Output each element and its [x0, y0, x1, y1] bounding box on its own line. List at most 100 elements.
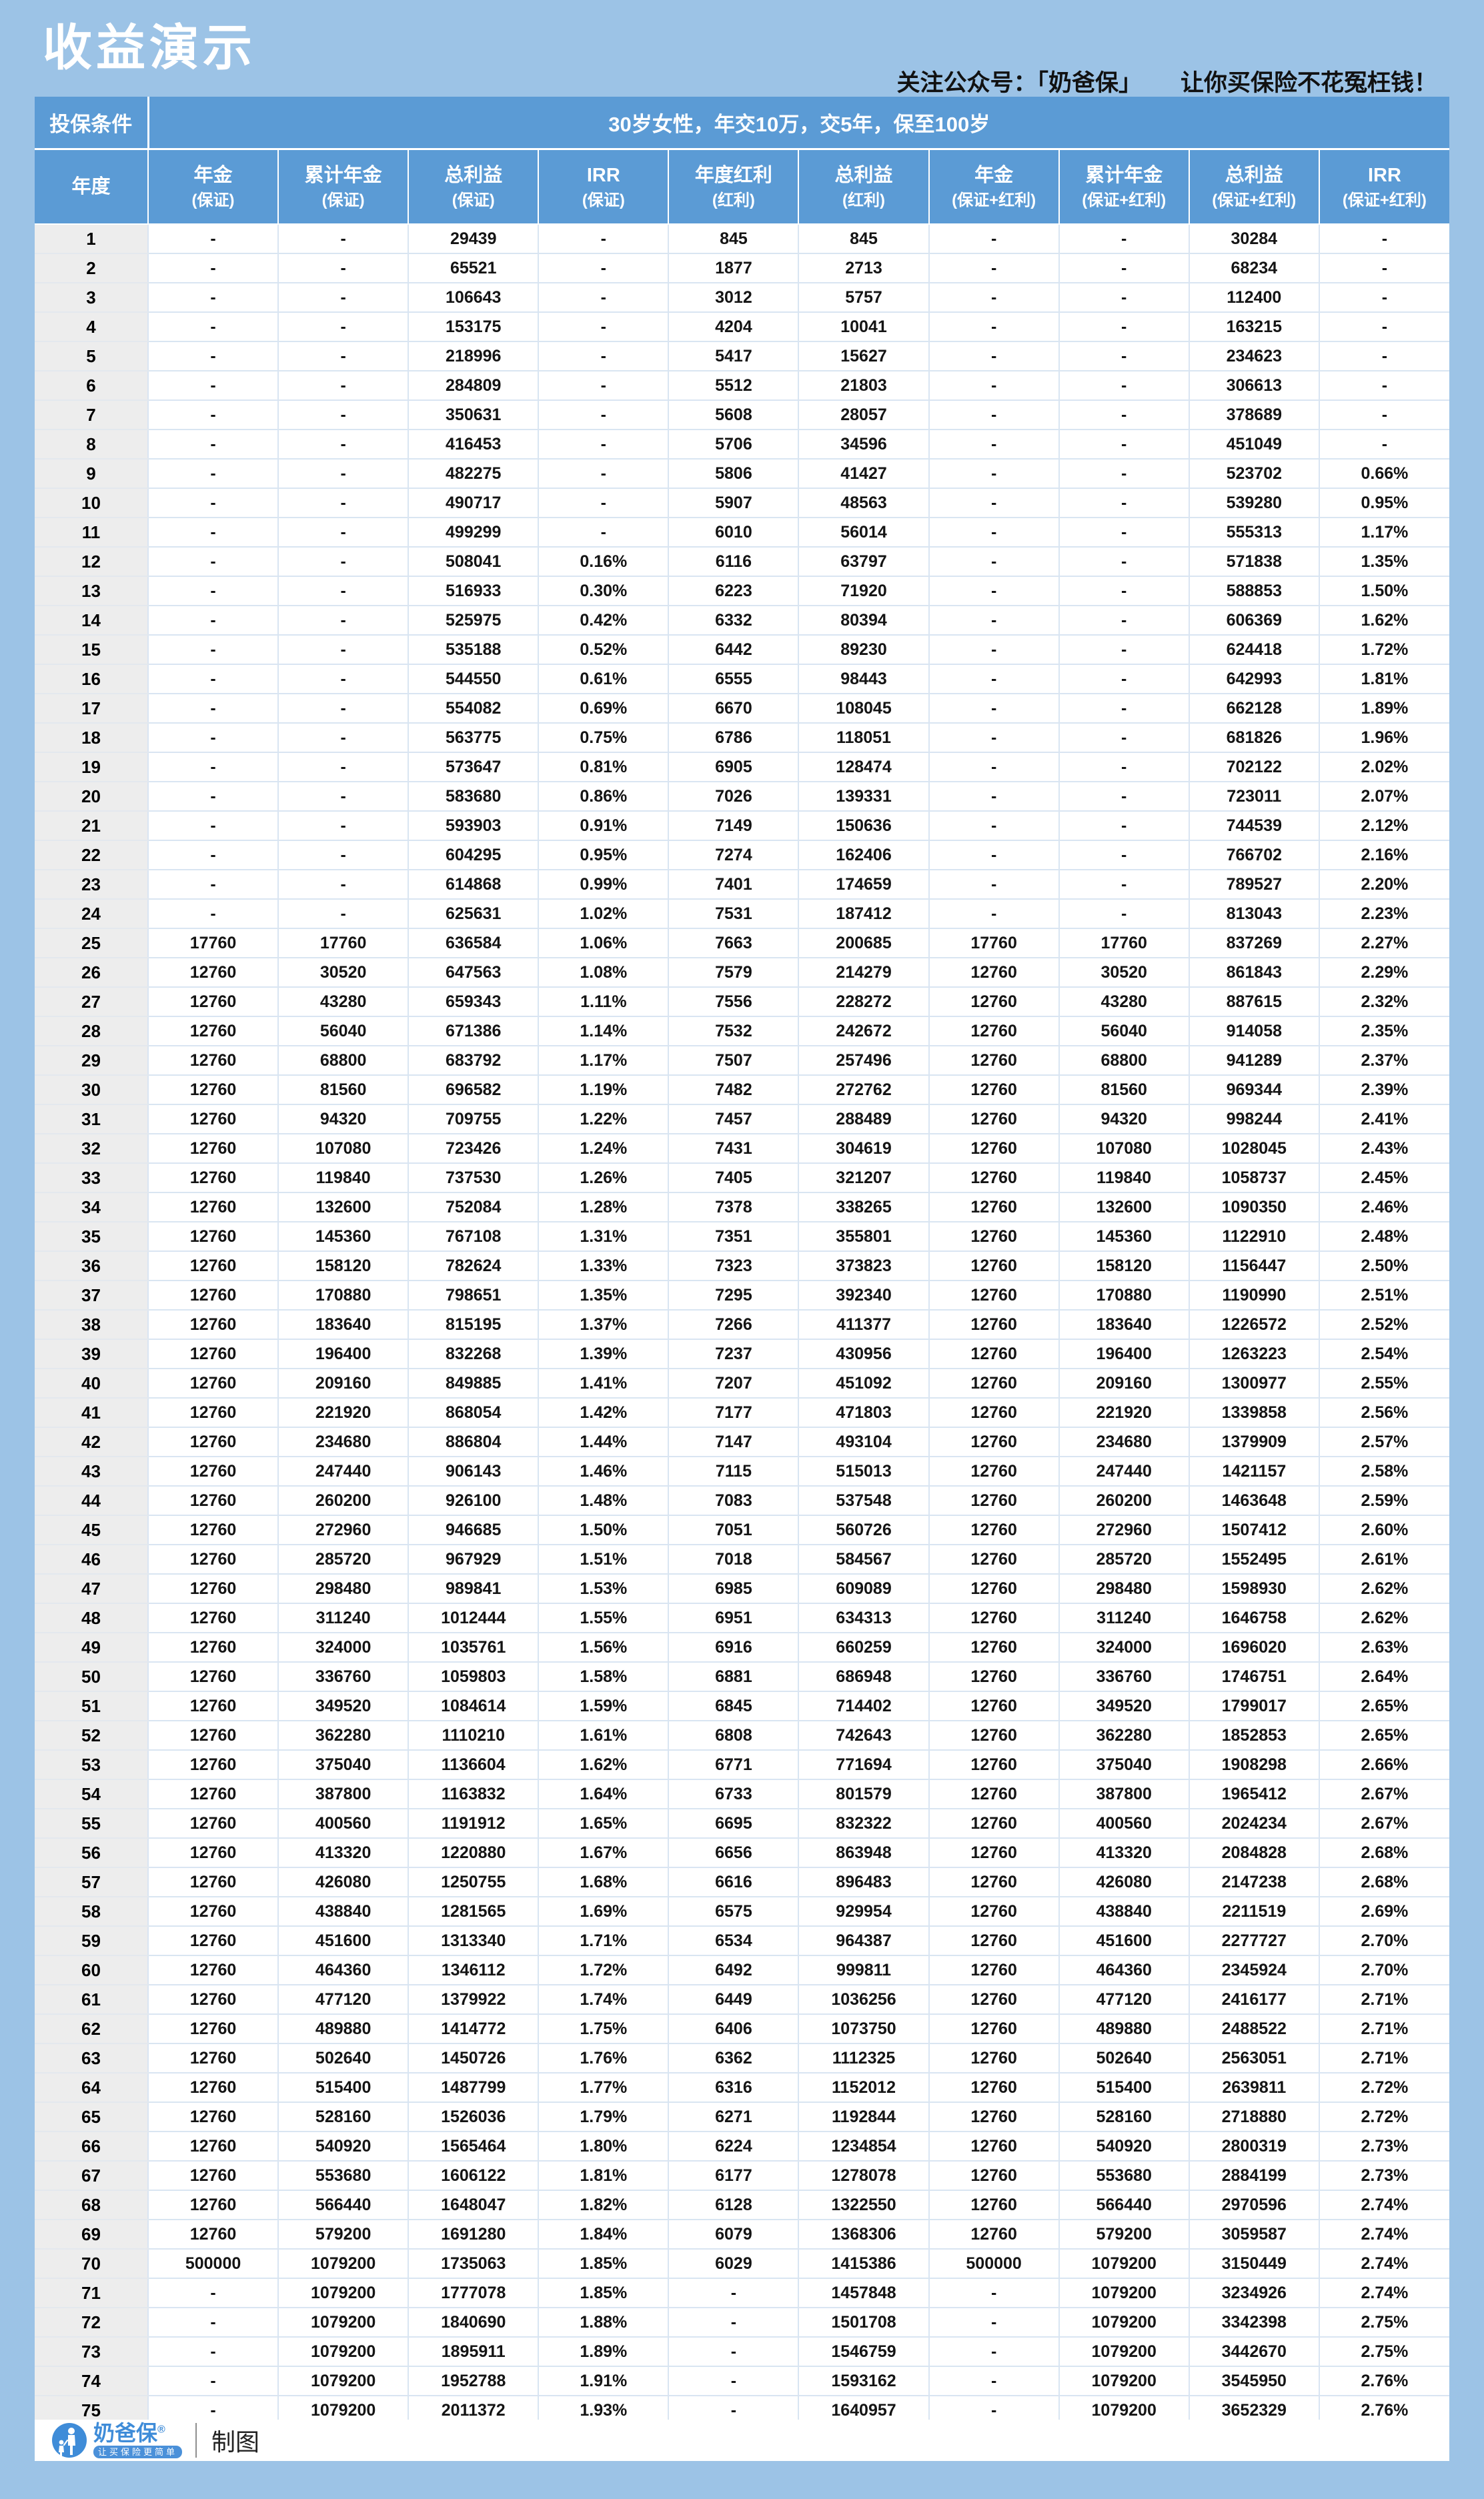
value-cell: 1450726 [408, 2043, 540, 2073]
value-cell: 999811 [798, 1955, 930, 1985]
value-cell: 2416177 [1189, 1985, 1320, 2015]
value-cell: 12760 [928, 1398, 1060, 1428]
value-cell: 3442670 [1189, 2337, 1320, 2367]
value-cell: - [928, 312, 1060, 342]
value-cell: 1073750 [798, 2014, 930, 2044]
year-cell: 23 [35, 870, 149, 900]
value-cell: 1.41% [538, 1369, 670, 1399]
value-cell: - [278, 371, 410, 401]
value-cell: - [278, 694, 410, 724]
value-cell: 298480 [1058, 1574, 1190, 1604]
value-cell: - [148, 283, 279, 313]
value-cell: 21803 [798, 371, 930, 401]
value-cell: - [278, 459, 410, 489]
year-cell: 27 [35, 987, 149, 1017]
table-row: 20- -583680 0.86% 7026 139331- -723011 2.07% [35, 782, 1449, 812]
value-cell: 6128 [668, 2190, 800, 2220]
year-cell: 29 [35, 1046, 149, 1076]
value-cell: 660259 [798, 1633, 930, 1663]
value-cell: 355801 [798, 1222, 930, 1252]
value-cell: 338265 [798, 1192, 930, 1222]
value-cell: - [1058, 576, 1190, 606]
value-cell: 119840 [1058, 1163, 1190, 1193]
value-cell: 12760 [928, 1046, 1060, 1076]
value-cell: - [148, 840, 279, 870]
table-row: 17- -554082 0.69% 6670 108045- -662128 1.89% [35, 694, 1449, 724]
value-cell: 1746751 [1189, 1662, 1320, 1692]
value-cell: 12760 [928, 1369, 1060, 1399]
value-cell: 426080 [1058, 1867, 1190, 1897]
column-header: 累计年金 (保证) [278, 149, 410, 225]
value-cell: 12760 [148, 1750, 279, 1780]
value-cell: 7507 [668, 1046, 800, 1076]
year-cell: 32 [35, 1134, 149, 1164]
value-cell: 12760 [148, 2043, 279, 2073]
value-cell: 861843 [1189, 958, 1320, 988]
value-cell: 2.74% [1319, 2278, 1449, 2308]
table-row: 67 12760 553680 1606122 1.81% 6177 1278078 1276… [35, 2161, 1449, 2191]
value-cell: 6449 [668, 1985, 800, 2015]
value-cell: 1.35% [538, 1281, 670, 1311]
value-cell: 579200 [278, 2220, 410, 2250]
value-cell: 65521 [408, 253, 540, 283]
value-cell: 43280 [278, 987, 410, 1017]
value-cell: - [278, 488, 410, 518]
value-cell: 81560 [1058, 1075, 1190, 1105]
value-cell: 5907 [668, 488, 800, 518]
value-cell: 12760 [928, 1134, 1060, 1164]
value-cell: - [1058, 723, 1190, 753]
value-cell: - [1319, 224, 1449, 254]
table-row: 39 12760 196400 832268 1.39% 7237 430956 12760 1… [35, 1339, 1449, 1369]
value-cell: 1598930 [1189, 1574, 1320, 1604]
value-cell: 969344 [1189, 1075, 1320, 1105]
value-cell: 145360 [1058, 1222, 1190, 1252]
table-row: 23- -614868 0.99% 7401 174659- -789527 2.20% [35, 870, 1449, 900]
value-cell: 1.81% [538, 2161, 670, 2191]
value-cell: 221920 [1058, 1398, 1190, 1428]
value-cell: 566440 [278, 2190, 410, 2220]
page-title: 收益演示 [43, 20, 256, 75]
table-row: 29 12760 68800 683792 1.17% 7507 257496 12760 68… [35, 1046, 1449, 1076]
value-cell: 752084 [408, 1192, 540, 1222]
table-row: 10- -490717-5907 48563- -539280 0.95% [35, 488, 1449, 518]
value-cell: 539280 [1189, 488, 1320, 518]
benefit-table-wrap: 投保条件 30岁女性，年交10万，交5年，保至100岁 年度 年金 (保证) 累计年… [35, 97, 1449, 2426]
value-cell: 2.74% [1319, 2220, 1449, 2250]
year-cell: 39 [35, 1339, 149, 1369]
value-cell: 681826 [1189, 723, 1320, 753]
value-cell: 671386 [408, 1016, 540, 1046]
value-cell: 579200 [1058, 2220, 1190, 2250]
value-cell: 540920 [1058, 2132, 1190, 2162]
value-cell: 2.65% [1319, 1721, 1449, 1751]
value-cell: 284809 [408, 371, 540, 401]
table-row: 66 12760 540920 1565464 1.80% 6224 1234854 1276… [35, 2132, 1449, 2162]
value-cell: - [928, 400, 1060, 430]
value-cell: - [538, 341, 670, 371]
value-cell: 1250755 [408, 1867, 540, 1897]
value-cell: 477120 [1058, 1985, 1190, 2015]
value-cell: 12760 [148, 1515, 279, 1545]
value-cell: 15627 [798, 341, 930, 371]
value-cell: 12760 [148, 2161, 279, 2191]
column-header-title: 总利益 [444, 164, 503, 186]
value-cell: - [928, 283, 1060, 313]
value-cell: 12760 [928, 1985, 1060, 2015]
value-cell: - [538, 253, 670, 283]
value-cell: 767108 [408, 1222, 540, 1252]
value-cell: 1.91% [538, 2366, 670, 2396]
value-cell: 1691280 [408, 2220, 540, 2250]
value-cell: 929954 [798, 1897, 930, 1927]
value-cell: 242672 [798, 1016, 930, 1046]
table-row: 1- -29439-845 845- -30284- [35, 224, 1449, 254]
value-cell: - [1058, 371, 1190, 401]
value-cell: 709755 [408, 1104, 540, 1134]
column-header-sub: (保证+红利) [952, 191, 1036, 209]
table-row: 26 12760 30520 647563 1.08% 7579 214279 12760 30… [35, 958, 1449, 988]
column-header-title: 总利益 [1225, 164, 1283, 186]
value-cell: 515400 [1058, 2073, 1190, 2103]
value-cell: 1487799 [408, 2073, 540, 2103]
value-cell: 6985 [668, 1574, 800, 1604]
value-cell: 471803 [798, 1398, 930, 1428]
value-cell: 1.62% [538, 1750, 670, 1780]
value-cell: 1.46% [538, 1457, 670, 1487]
